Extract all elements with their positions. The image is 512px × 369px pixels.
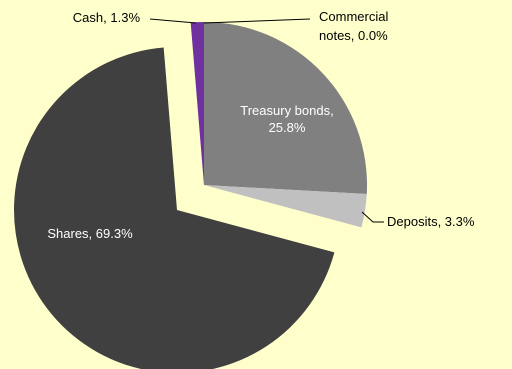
cash-label: Cash, 1.3%: [73, 10, 141, 25]
pie-slices: [14, 22, 368, 369]
commercial-label-line2: notes, 0.0%: [319, 28, 388, 43]
commercial-label-line1: Commercial: [319, 9, 388, 24]
shares-slice: [14, 47, 335, 369]
deposits-label: Deposits, 3.3%: [387, 214, 475, 229]
shares-label: Shares, 69.3%: [47, 226, 133, 241]
deposits-slice: [204, 185, 367, 228]
cash-slice: [190, 22, 204, 185]
treasury-label-line2: 25.8%: [269, 120, 306, 135]
treasury-label-line1: Treasury bonds,: [240, 103, 333, 118]
cash-leader-line: [149, 18, 197, 24]
treasury-bonds-slice: [204, 22, 368, 194]
commercial-leader-line: [203, 18, 311, 24]
deposits-leader-line: [361, 211, 384, 223]
